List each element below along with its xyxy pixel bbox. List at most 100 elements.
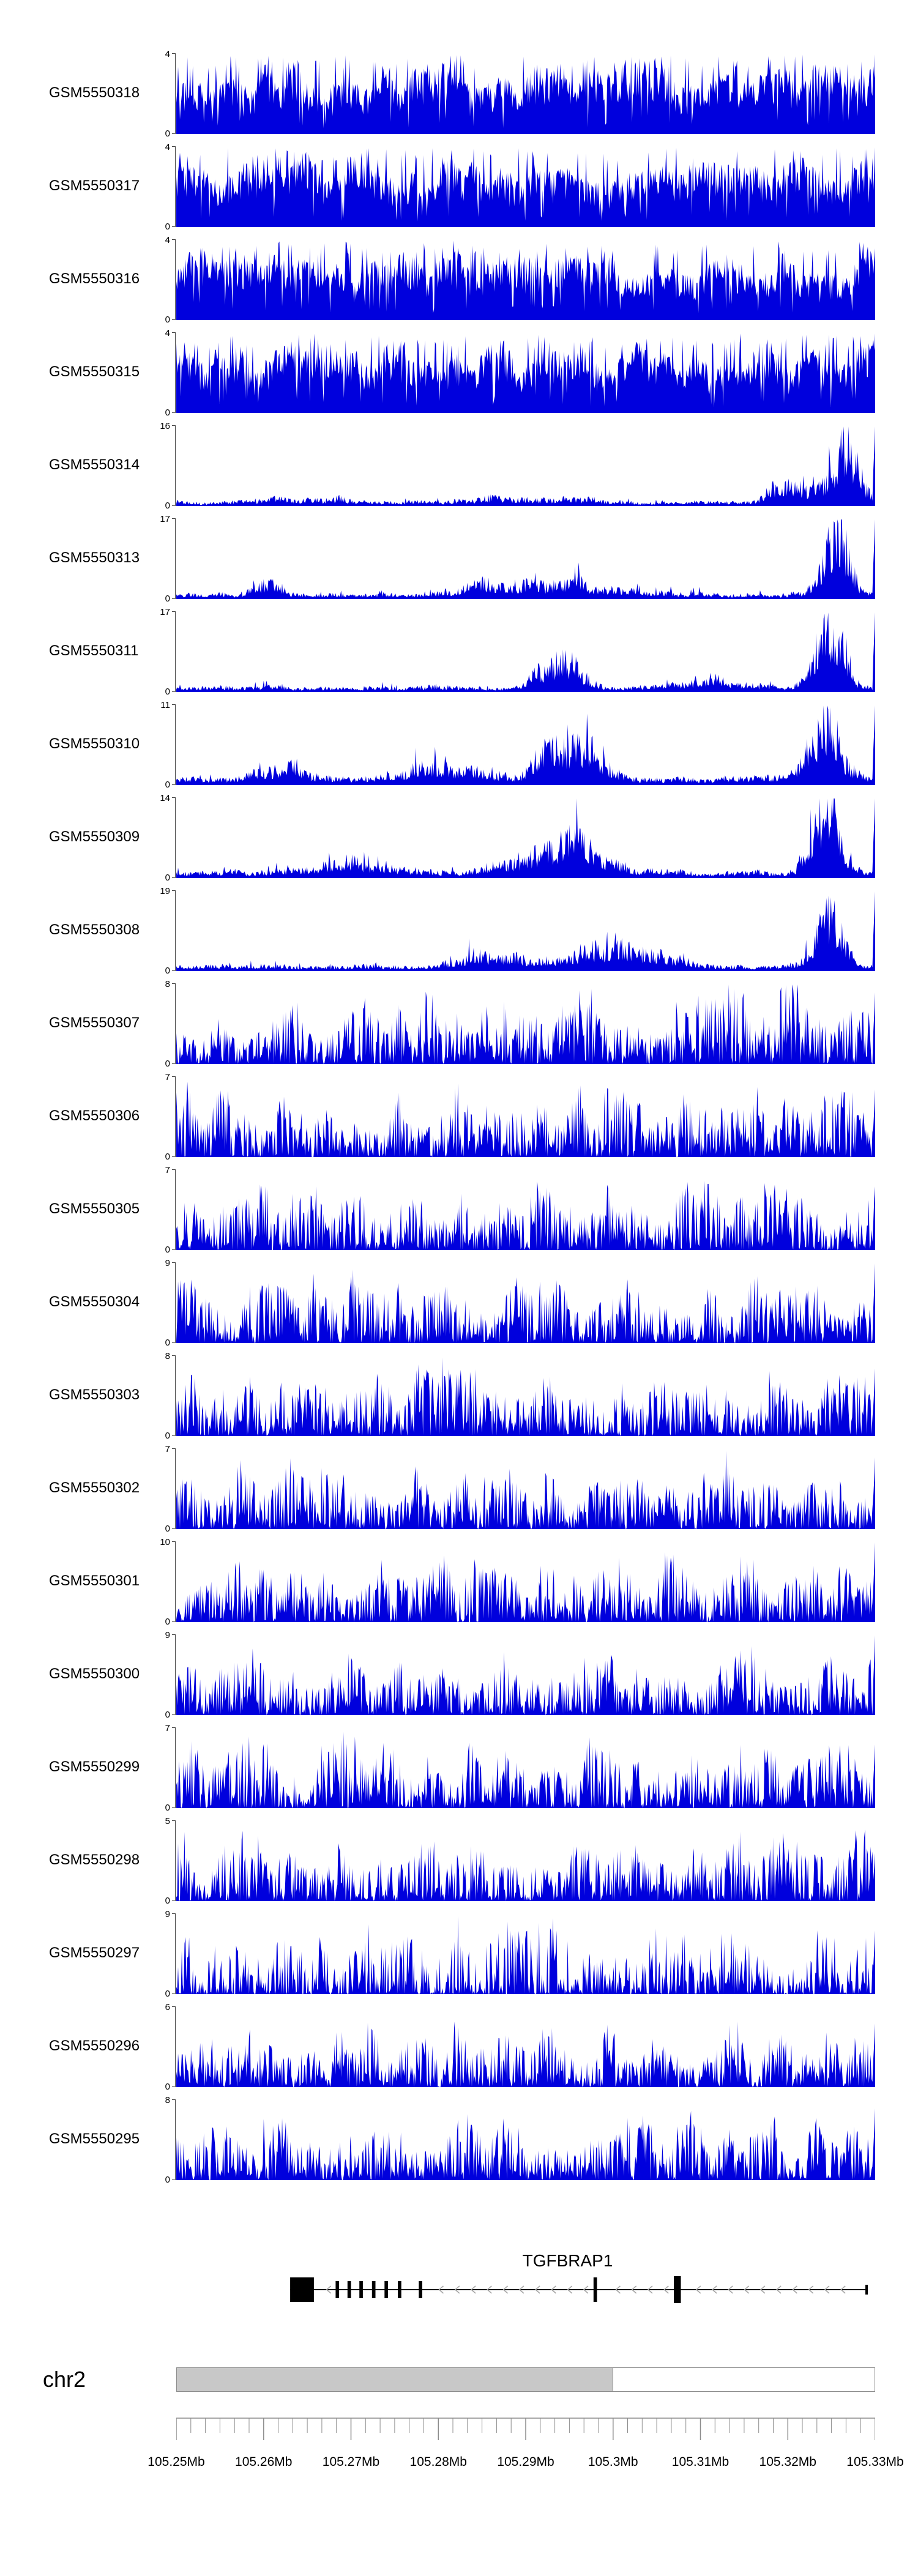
gene-exon	[290, 2277, 314, 2302]
genome-position-label: 105.29Mb	[497, 2455, 554, 2469]
y-axis-max-label: 7	[165, 1074, 170, 1082]
y-axis-zero-label: 0	[165, 1524, 170, 1534]
strand-direction-arrow	[695, 2285, 701, 2294]
y-axis-zero-label: 0	[165, 1152, 170, 1162]
coverage-signal-plot	[176, 519, 875, 599]
track-row: GSM5550308 19 0	[0, 888, 918, 982]
track-label: GSM5550295	[49, 2131, 140, 2147]
track-label: GSM5550307	[49, 1014, 140, 1031]
strand-direction-arrow	[711, 2285, 717, 2294]
coverage-signal-plot	[176, 1830, 875, 1901]
y-axis-max-label: 9	[165, 1260, 170, 1268]
track-label: GSM5550311	[49, 642, 139, 659]
gene-exon	[359, 2281, 363, 2298]
track-row: GSM5550309 14 0	[0, 795, 918, 889]
strand-direction-arrow	[583, 2285, 589, 2294]
track-y-axis: 16 0	[160, 423, 176, 511]
coverage-signal-plot	[176, 333, 875, 413]
strand-direction-arrow	[792, 2285, 797, 2294]
strand-direction-arrow	[631, 2285, 637, 2294]
coverage-signal-plot	[176, 1180, 875, 1250]
gene-model-track: TGFBRAP1	[290, 2251, 868, 2303]
coverage-area	[176, 333, 875, 413]
coverage-area	[176, 1916, 875, 1994]
track-label: GSM5550316	[49, 270, 140, 287]
coverage-area	[176, 1636, 875, 1715]
y-axis-zero-label: 0	[165, 1245, 170, 1255]
y-axis-max-label: 14	[160, 795, 170, 803]
y-axis-zero-label: 0	[165, 501, 170, 511]
y-axis-zero-label: 0	[165, 1059, 170, 1069]
strand-direction-arrow	[824, 2285, 830, 2294]
track-y-axis: 70	[165, 1725, 176, 1813]
strand-direction-arrow	[663, 2285, 669, 2294]
track-row: GSM5550311 17 0	[0, 609, 918, 703]
strand-direction-arrow	[487, 2285, 492, 2294]
genome-position-label: 105.33Mb	[846, 2455, 904, 2469]
coverage-area	[176, 2109, 875, 2180]
gene-exon	[347, 2281, 351, 2298]
y-axis-max-label: 16	[160, 423, 170, 431]
y-axis-max-label: 19	[160, 888, 170, 896]
track-y-axis: 60	[165, 2004, 176, 2092]
strand-direction-arrow	[551, 2285, 556, 2294]
coverage-area	[176, 1180, 875, 1250]
gene-exon	[371, 2281, 376, 2298]
track-row: GSM5550314 16 0	[0, 423, 918, 517]
coverage-area	[176, 1264, 875, 1343]
coverage-signal-plot	[176, 612, 875, 692]
y-axis-max-label: 4	[165, 51, 170, 59]
track-row: GSM5550305 7 0	[0, 1167, 918, 1261]
y-axis-zero-label: 0	[165, 1803, 170, 1813]
y-axis-max-label: 8	[165, 1353, 170, 1361]
strand-direction-arrow	[615, 2285, 621, 2294]
track-y-axis: 70	[165, 1446, 176, 1534]
track-label: GSM5550298	[49, 1852, 140, 1868]
coverage-area	[176, 1543, 875, 1622]
coverage-area	[176, 612, 875, 692]
coverage-signal-plot	[176, 2021, 875, 2087]
track-label: GSM5550306	[49, 1107, 140, 1124]
track-label: GSM5550315	[49, 363, 140, 380]
y-axis-zero-label: 0	[165, 1710, 170, 1720]
track-row: GSM5550302 7 0	[0, 1446, 918, 1540]
chromosome-ideogram	[176, 2367, 875, 2392]
track-y-axis: 80	[165, 2097, 176, 2185]
coverage-area	[176, 54, 875, 134]
coverage-signal-plot	[176, 985, 875, 1064]
strand-direction-arrow	[518, 2285, 524, 2294]
track-label: GSM5550317	[49, 177, 140, 194]
y-axis-zero-label: 0	[165, 594, 170, 604]
track-label: GSM5550296	[49, 2038, 140, 2054]
strand-direction-arrow	[438, 2285, 444, 2294]
chromosome-label: chr2	[43, 2367, 86, 2392]
track-y-axis: 40	[165, 144, 176, 232]
coverage-signal-plot	[176, 2109, 875, 2180]
track-y-axis: 40	[165, 330, 176, 418]
strand-direction-arrow	[759, 2285, 766, 2294]
track-y-axis: 11 0	[160, 702, 176, 790]
y-axis-zero-label: 0	[165, 1338, 170, 1348]
track-y-axis: 90	[165, 1632, 176, 1720]
track-row: GSM5550315 4 0	[0, 330, 918, 424]
y-axis-zero-label: 0	[165, 1431, 170, 1441]
coverage-signal-plot	[176, 1916, 875, 1994]
genome-position-label: 105.26Mb	[235, 2455, 293, 2469]
coverage-signal-plot	[176, 426, 875, 506]
coverage-area	[176, 892, 875, 971]
gene-exon	[593, 2277, 597, 2302]
y-axis-max-label: 8	[165, 2097, 170, 2105]
y-axis-zero-label: 0	[165, 1896, 170, 1906]
coverage-area	[176, 147, 875, 227]
strand-direction-arrow	[840, 2285, 846, 2294]
track-label: GSM5550297	[49, 1945, 140, 1961]
track-y-axis: 17 0	[160, 609, 176, 697]
track-row: GSM5550295 8 0	[0, 2097, 918, 2191]
coverage-signal-plot	[176, 705, 875, 785]
y-axis-zero-label: 0	[165, 966, 170, 976]
y-axis-max-label: 11	[160, 702, 170, 710]
coverage-area	[176, 519, 875, 599]
coverage-signal-plot	[176, 1732, 875, 1808]
genome-position-label: 105.31Mb	[671, 2455, 730, 2469]
track-label: GSM5550302	[49, 1480, 140, 1496]
